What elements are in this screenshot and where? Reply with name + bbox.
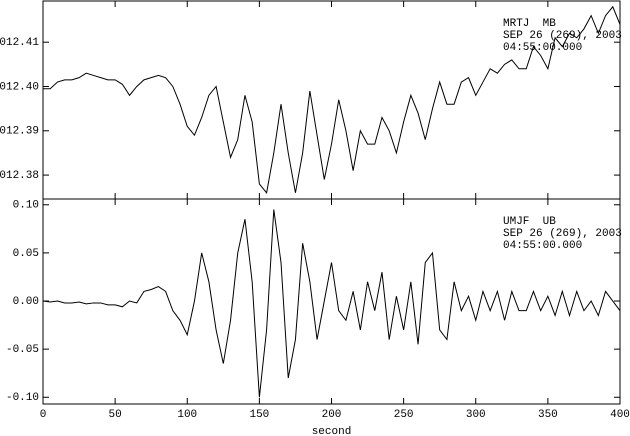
annotation: 04:55:00.000 [503, 240, 582, 252]
trace [43, 5, 621, 194]
x-tick-label: 300 [466, 409, 486, 421]
y-tick-label: 1012.41 [0, 37, 39, 49]
x-tick-label: 350 [538, 409, 558, 421]
y-tick-label: 1012.38 [0, 170, 39, 182]
y-tick-label: 0.00 [13, 296, 39, 308]
y-tick-label: 0.10 [13, 200, 39, 212]
x-tick-label: 150 [249, 409, 269, 421]
x-tick-label: 400 [610, 409, 630, 421]
annotation: MRTJ MB [503, 18, 556, 30]
y-tick-label: 1012.39 [0, 126, 39, 138]
annotation: SEP 26 (269), 2003 [503, 30, 622, 42]
x-tick-label: 100 [177, 409, 197, 421]
x-tick-label: 200 [322, 409, 342, 421]
y-tick-label: -0.10 [6, 392, 39, 404]
x-tick-label: 250 [394, 409, 414, 421]
annotation: UMJF UB [503, 216, 556, 228]
y-tick-label: 0.05 [13, 248, 39, 260]
trace [42, 209, 621, 398]
y-tick-label: 1012.40 [0, 81, 39, 93]
annotation: SEP 26 (269), 2003 [503, 228, 622, 240]
y-tick-label: -0.05 [6, 344, 39, 356]
x-tick-label: 50 [109, 409, 122, 421]
x-tick-label: 0 [40, 409, 47, 421]
x-axis-label: second [312, 426, 352, 436]
annotation: 04:55:00.000 [503, 42, 582, 54]
